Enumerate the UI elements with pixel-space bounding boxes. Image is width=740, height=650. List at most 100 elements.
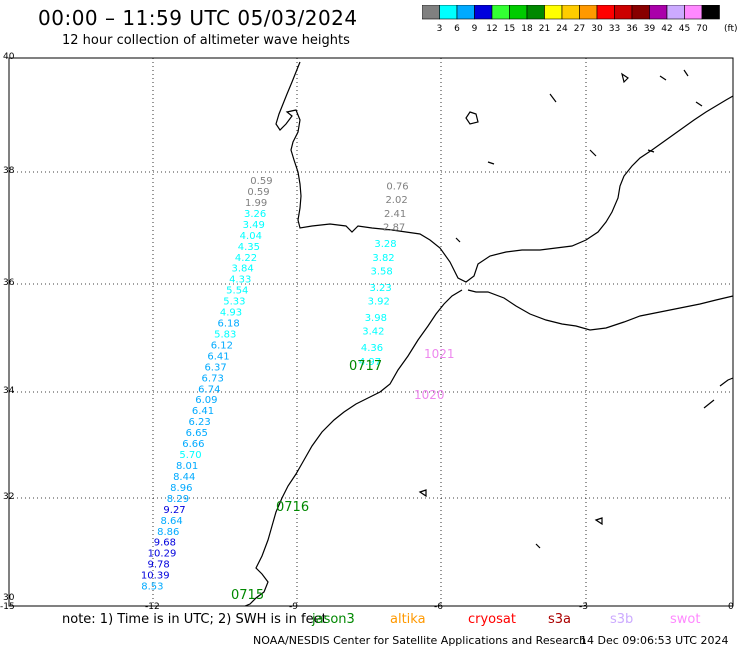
swh-label: 4.97 xyxy=(359,357,381,368)
swh-label: 6.73 xyxy=(202,373,224,384)
swh-label: 3.98 xyxy=(365,313,387,324)
map-title: 00:00 – 11:59 UTC 05/03/2024 xyxy=(38,6,358,30)
altimeter-tracks: 0.590.591.993.263.494.044.354.223.844.33… xyxy=(141,176,409,593)
y-tick-38: 38 xyxy=(3,166,15,176)
colorbar-label: 33 xyxy=(609,24,620,34)
colorbar-label: 70 xyxy=(696,24,708,34)
legend-s3b: s3b xyxy=(610,612,634,627)
swh-label: 0.59 xyxy=(247,187,269,198)
generation-timestamp: 14 Dec 09:06:53 UTC 2024 xyxy=(580,634,729,647)
map-subtitle: 12 hour collection of altimeter wave hei… xyxy=(62,33,350,48)
swh-label: 4.93 xyxy=(220,308,242,319)
swh-label: 3.28 xyxy=(374,239,396,250)
colorbar-label: 39 xyxy=(644,24,656,34)
swh-label: 2.87 xyxy=(383,223,405,234)
colorbar-unit: (ft) xyxy=(724,24,738,34)
swh-label: 10.29 xyxy=(148,549,177,560)
swh-label: 0.59 xyxy=(250,176,272,187)
swh-label: 4.33 xyxy=(229,275,251,286)
swh-label: 5.83 xyxy=(214,329,236,340)
x-tick-neg6: -6 xyxy=(434,602,443,612)
swh-label: 6.37 xyxy=(204,362,226,373)
swh-label: 8.53 xyxy=(141,582,163,593)
colorbar: 3 6 9 12 15 18 21 24 27 30 33 36 39 42 45 70 (ft) xyxy=(422,5,738,34)
pass-label-1020: 1020 xyxy=(414,388,445,402)
x-tick-0: 0 xyxy=(728,602,734,612)
coastline xyxy=(244,61,734,607)
swh-label: 3.23 xyxy=(370,283,392,294)
swh-label: 6.09 xyxy=(195,395,217,406)
swh-label: 6.74 xyxy=(198,384,220,395)
swh-label: 2.02 xyxy=(385,195,407,206)
swh-label: 4.22 xyxy=(235,253,257,264)
colorbar-label: 30 xyxy=(591,24,603,34)
swh-label: 8.64 xyxy=(161,516,183,527)
x-tick-neg12: -12 xyxy=(145,602,160,612)
swh-label: 3.92 xyxy=(368,297,390,308)
swh-label: 8.29 xyxy=(167,494,189,505)
legend-altika: altika xyxy=(390,612,426,627)
y-tick-36: 36 xyxy=(3,278,15,288)
swh-label: 6.18 xyxy=(217,319,239,330)
legend-s3a: s3a xyxy=(548,612,572,627)
swh-label: 4.35 xyxy=(238,242,260,253)
colorbar-label: 21 xyxy=(539,24,550,34)
colorbar-label: 3 xyxy=(437,24,443,34)
colorbar-label: 6 xyxy=(454,24,460,34)
swh-label: 10.39 xyxy=(141,571,170,582)
x-tick-neg9: -9 xyxy=(289,602,298,612)
swh-label: 3.42 xyxy=(362,327,384,338)
y-tick-34: 34 xyxy=(3,386,15,396)
swh-label: 6.66 xyxy=(182,439,204,450)
colorbar-label: 9 xyxy=(472,24,478,34)
colorbar-label: 15 xyxy=(504,24,515,34)
map-frame xyxy=(8,57,734,607)
legend-cryosat: cryosat xyxy=(468,612,516,627)
swh-label: 1.99 xyxy=(245,198,267,209)
swh-label: 3.58 xyxy=(370,266,392,277)
swh-label: 6.12 xyxy=(211,340,233,351)
swh-label: 6.41 xyxy=(192,406,214,417)
colorbar-label: 27 xyxy=(574,24,585,34)
swh-label: 9.78 xyxy=(147,560,169,571)
swh-label: 0.76 xyxy=(386,182,408,193)
colorbar-label: 36 xyxy=(626,24,638,34)
swh-label: 3.26 xyxy=(244,209,266,220)
swh-label: 8.01 xyxy=(176,461,198,472)
colorbar-label: 24 xyxy=(556,24,568,34)
y-tick-30: 30 xyxy=(3,593,15,603)
colorbar-label: 45 xyxy=(679,24,690,34)
colorbar-swatch xyxy=(701,5,720,20)
credit-line: NOAA/NESDIS Center for Satellite Applica… xyxy=(253,634,587,647)
swh-label: 2.41 xyxy=(384,209,406,220)
x-tick-neg15: -15 xyxy=(0,602,15,612)
swh-label: 3.84 xyxy=(231,264,253,275)
colorbar-label: 12 xyxy=(486,24,497,34)
legend-jason3: jason3 xyxy=(312,612,355,627)
pass-label-0717: 0717 xyxy=(349,359,383,374)
swh-label: 9.68 xyxy=(154,538,176,549)
swh-label: 8.44 xyxy=(173,472,195,483)
pass-label-1021: 1021 xyxy=(424,347,455,361)
y-tick-32: 32 xyxy=(3,492,15,502)
swh-label: 5.70 xyxy=(179,450,201,461)
graticule xyxy=(9,58,733,606)
swh-label: 4.04 xyxy=(240,231,262,242)
swh-label: 3.49 xyxy=(243,220,265,231)
colorbar-label: 18 xyxy=(521,24,533,34)
swh-label: 6.65 xyxy=(186,428,208,439)
swh-label: 8.86 xyxy=(157,527,179,538)
swh-label: 5.54 xyxy=(226,286,248,297)
swh-label: 6.41 xyxy=(207,351,229,362)
x-tick-neg3: -3 xyxy=(579,602,588,612)
swh-label: 5.33 xyxy=(223,297,245,308)
colorbar-label: 42 xyxy=(661,24,672,34)
swh-label: 8.96 xyxy=(170,483,192,494)
swh-label: 4.36 xyxy=(361,343,383,354)
swh-label: 3.82 xyxy=(372,253,394,264)
legend-swot: swot xyxy=(670,612,701,627)
swh-label: 9.27 xyxy=(163,505,185,516)
pass-label-0715: 0715 xyxy=(231,588,265,603)
y-tick-40: 40 xyxy=(3,52,15,62)
footer-note: note: 1) Time is in UTC; 2) SWH is in fe… xyxy=(62,612,327,627)
